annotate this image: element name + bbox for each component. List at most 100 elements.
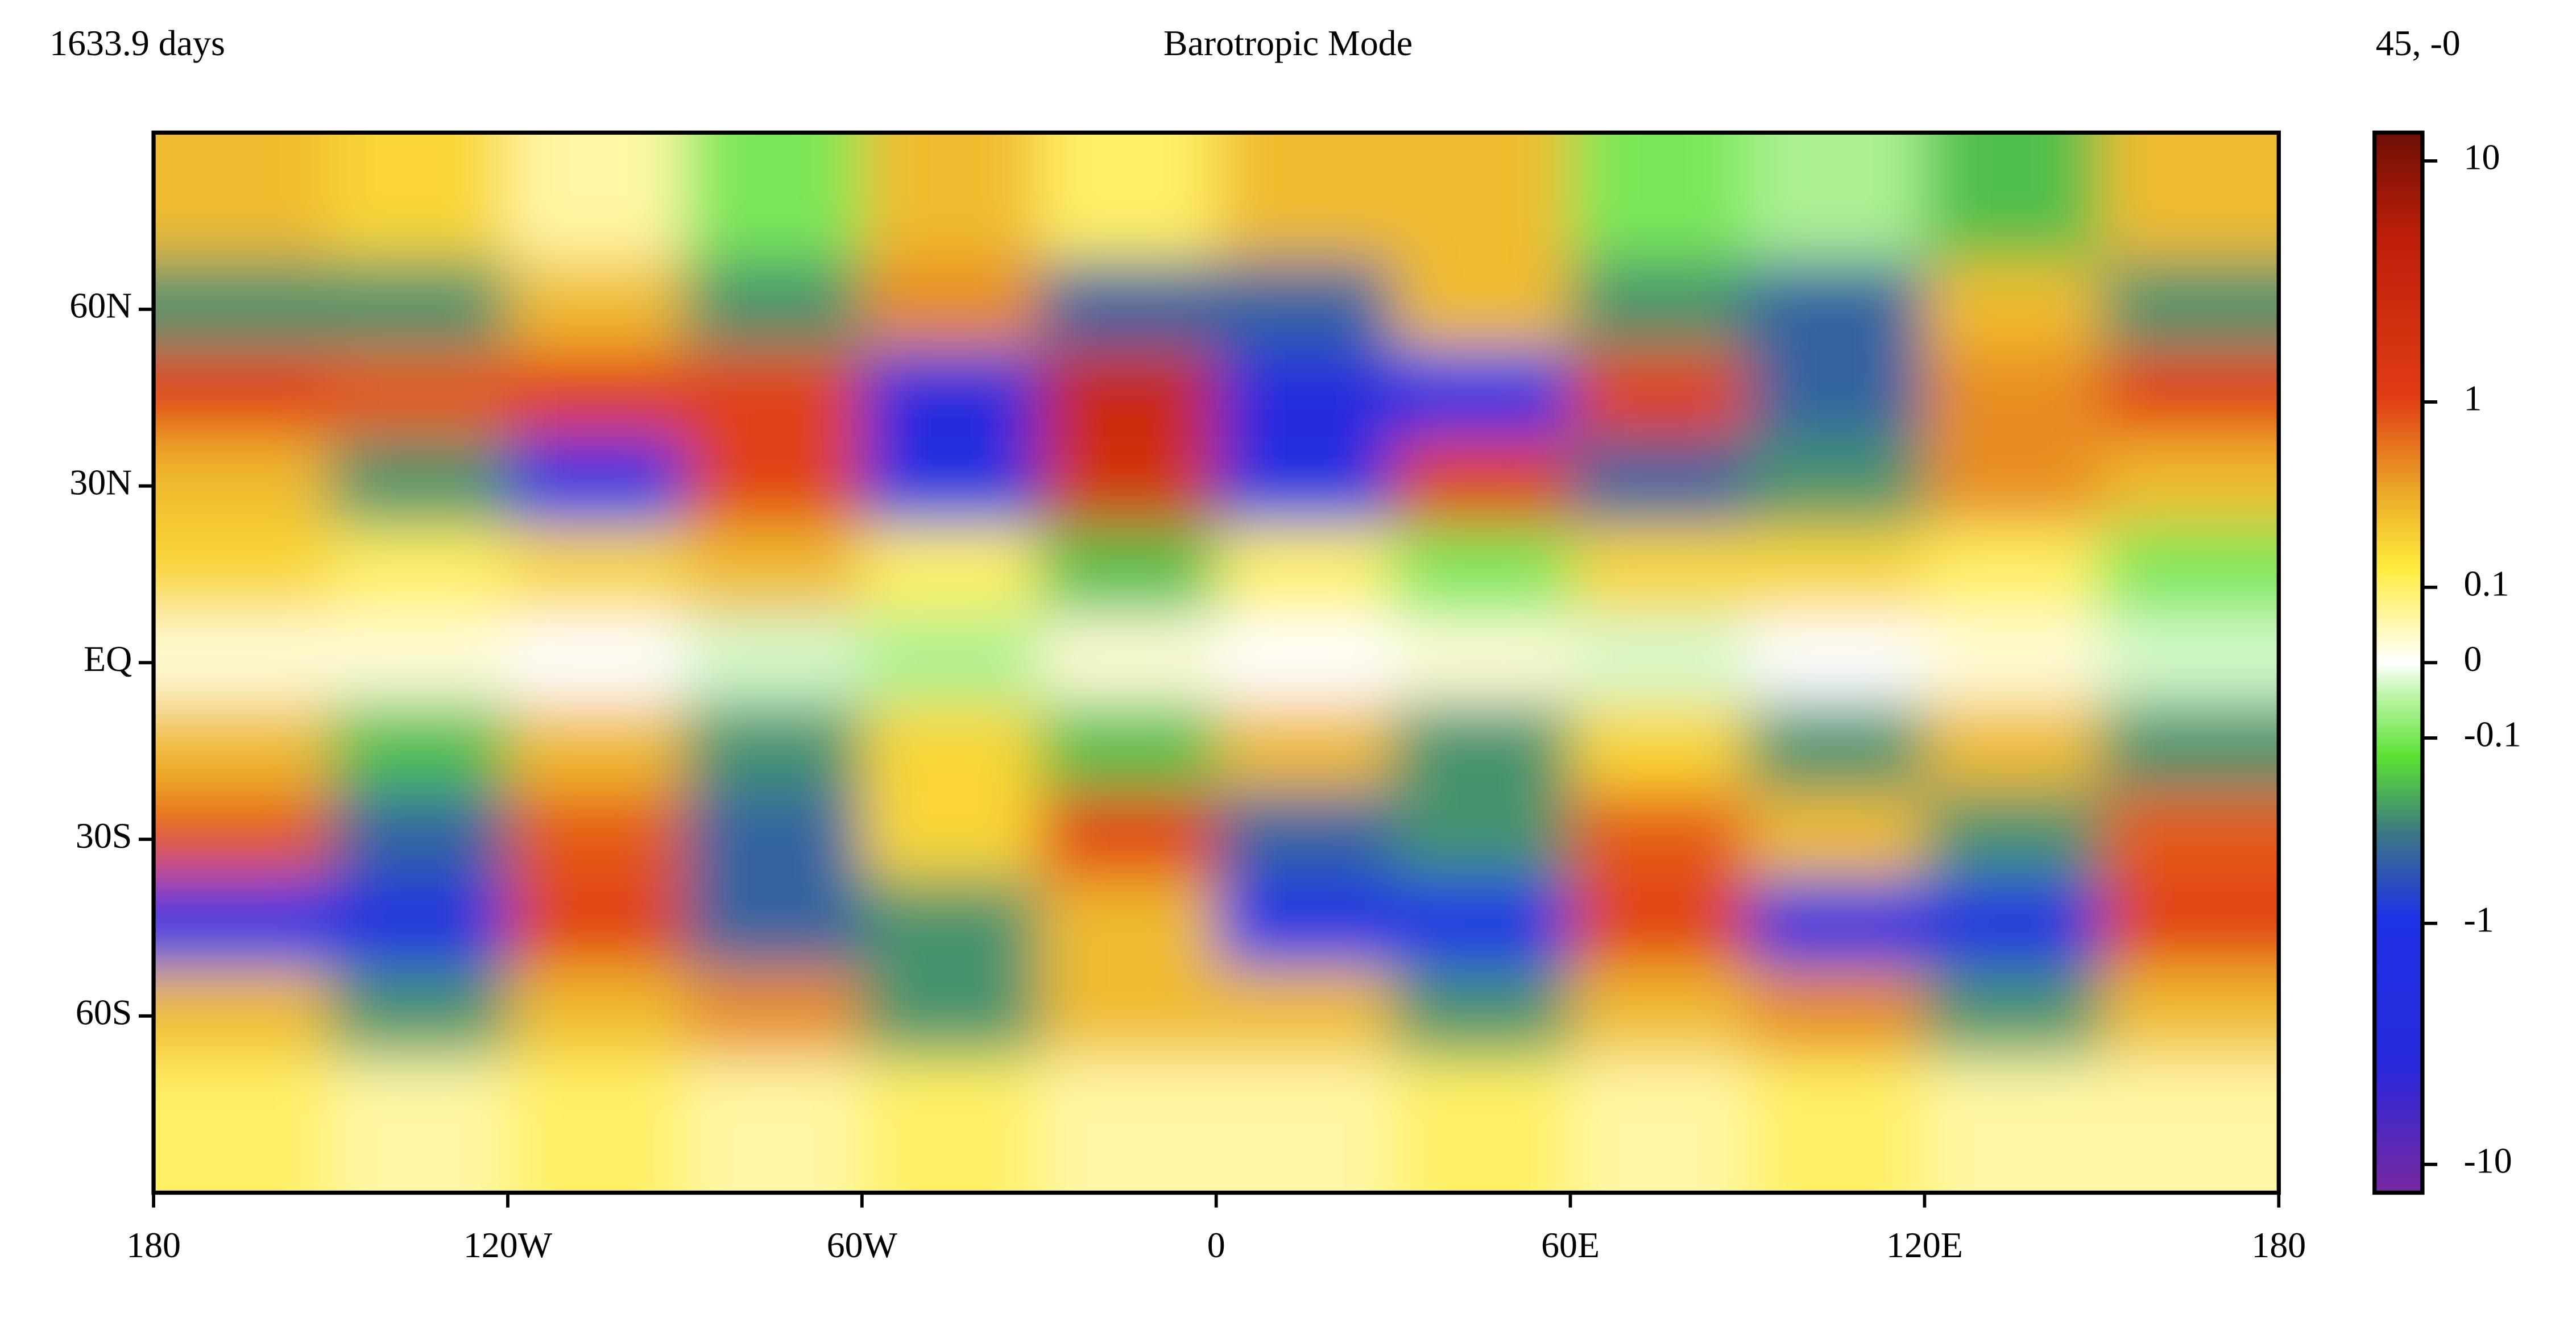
- field: [154, 132, 2279, 1193]
- field-cell: [685, 968, 864, 1066]
- field-cell: [1216, 1056, 1395, 1193]
- cells: [154, 132, 2279, 1193]
- x-tick-label: 180: [126, 1225, 181, 1265]
- field-cell: [1393, 879, 1572, 978]
- field-cell: [1393, 526, 1572, 624]
- field-cell: [685, 349, 864, 447]
- field-cell: [1924, 1056, 2103, 1193]
- colorbar-tick-label: 10: [2464, 137, 2500, 177]
- field-cell: [2101, 132, 2279, 271]
- field-cell: [507, 1056, 687, 1193]
- field-cell: [1039, 526, 1218, 624]
- field-cell: [507, 703, 687, 801]
- field-cell: [2101, 614, 2279, 713]
- y-tick-label: 30S: [76, 815, 132, 856]
- field-cell: [154, 437, 333, 536]
- colorbar-tick-label: -10: [2464, 1140, 2512, 1180]
- field-cell: [1039, 614, 1218, 713]
- field-cell: [1216, 614, 1395, 713]
- field-cell: [154, 1056, 333, 1193]
- field-cell: [1747, 437, 1927, 536]
- field-cell: [685, 614, 864, 713]
- field-cell: [1747, 1056, 1927, 1193]
- field-cell: [862, 526, 1041, 624]
- field-cell: [685, 791, 864, 889]
- field-cell: [330, 703, 510, 801]
- field-cell: [330, 968, 510, 1066]
- field-cell: [154, 132, 333, 271]
- field-cell: [1747, 132, 1927, 271]
- field-cell: [1924, 703, 2103, 801]
- y-tick-label: 60S: [76, 992, 132, 1032]
- y-tick-label: 30N: [69, 462, 132, 502]
- field-cell: [330, 437, 510, 536]
- field-cell: [862, 132, 1041, 271]
- colorbar-tick-label: 1: [2464, 378, 2482, 418]
- field-cell: [1216, 437, 1395, 536]
- field-cell: [1039, 791, 1218, 889]
- field-cell: [1570, 526, 1749, 624]
- field-cell: [1393, 437, 1572, 536]
- field-cell: [1570, 1056, 1749, 1193]
- field-cell: [1216, 879, 1395, 978]
- field-cell: [154, 526, 333, 624]
- field-cell: [1216, 526, 1395, 624]
- field-cell: [1924, 349, 2103, 447]
- field-cell: [1039, 132, 1218, 271]
- chart-title: Barotropic Mode: [1163, 23, 1413, 63]
- field-cell: [330, 261, 510, 359]
- field-cell: [1924, 526, 2103, 624]
- field-cell: [1570, 879, 1749, 978]
- field-cell: [685, 879, 864, 978]
- field-cell: [862, 879, 1041, 978]
- field-cell: [1216, 791, 1395, 889]
- field-cell: [1216, 132, 1395, 271]
- field-cell: [685, 437, 864, 536]
- field-cell: [1216, 261, 1395, 359]
- field-cell: [1393, 132, 1572, 271]
- field-cell: [1393, 261, 1572, 359]
- field-cell: [1924, 879, 2103, 978]
- field-cell: [154, 349, 333, 447]
- field-cell: [1570, 614, 1749, 713]
- field-cell: [2101, 526, 2279, 624]
- colorbar-tick-label: 0: [2464, 639, 2482, 679]
- field-cell: [1039, 1056, 1218, 1193]
- field-cell: [154, 879, 333, 978]
- colorbar-tick-label: 0.1: [2464, 563, 2509, 604]
- field-cell: [1393, 703, 1572, 801]
- field-cell: [1924, 132, 2103, 271]
- field-cell: [2101, 349, 2279, 447]
- field-cell: [1393, 614, 1572, 713]
- field-cell: [2101, 437, 2279, 536]
- point-label: 45, -0: [2376, 23, 2461, 63]
- y-tick-label: EQ: [84, 639, 132, 679]
- field-cell: [1570, 791, 1749, 889]
- field-cell: [1039, 349, 1218, 447]
- field-cell: [1216, 349, 1395, 447]
- x-tick-label: 120W: [463, 1225, 553, 1265]
- field-cell: [507, 437, 687, 536]
- field-cell: [1924, 437, 2103, 536]
- time-label: 1633.9 days: [49, 23, 225, 63]
- field-cell: [507, 349, 687, 447]
- field-cell: [1924, 968, 2103, 1066]
- field-cell: [330, 132, 510, 271]
- field-cell: [2101, 879, 2279, 978]
- field-cell: [1039, 703, 1218, 801]
- field-cell: [2101, 703, 2279, 801]
- field-cell: [685, 261, 864, 359]
- field-cell: [862, 791, 1041, 889]
- field-cell: [1747, 349, 1927, 447]
- field-cell: [1570, 703, 1749, 801]
- field-cell: [330, 791, 510, 889]
- field-cell: [1747, 526, 1927, 624]
- field-cell: [1216, 968, 1395, 1066]
- field-cell: [330, 1056, 510, 1193]
- field-cell: [862, 968, 1041, 1066]
- field-cell: [154, 261, 333, 359]
- field-cell: [1747, 614, 1927, 713]
- field-cell: [1747, 703, 1927, 801]
